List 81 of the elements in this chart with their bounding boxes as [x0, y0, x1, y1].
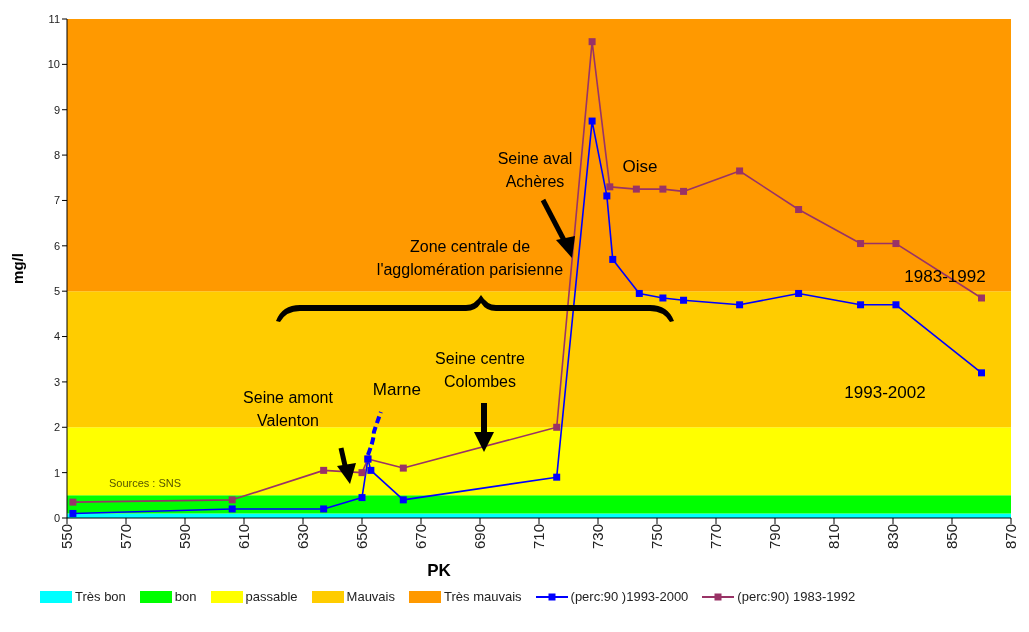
x-axis-title: PK: [427, 561, 452, 580]
annotation: Seine amont Valenton: [243, 389, 334, 430]
legend-label: Mauvais: [346, 589, 395, 604]
y-tick-label: 10: [47, 58, 60, 71]
y-tick-label: 1: [53, 466, 60, 479]
x-tick-label: 750: [647, 524, 665, 550]
point: [367, 466, 375, 474]
x-tick-label: 830: [883, 524, 901, 550]
legend-label: passable: [245, 589, 298, 604]
x-tick-label: 610: [234, 524, 252, 550]
y-tick-label: 9: [53, 103, 60, 116]
legend-label: (perc:90) 1983-1992: [737, 589, 856, 604]
point: [635, 289, 643, 297]
point: [736, 167, 744, 175]
annotation: Zone centrale de l'agglomération parisienne: [376, 238, 564, 279]
annotation: 1983-1992: [904, 267, 986, 287]
point: [69, 509, 77, 517]
x-tick-label: 630: [293, 524, 311, 550]
y-tick-label: 0: [53, 511, 60, 524]
point: [399, 464, 407, 472]
point: [358, 494, 366, 502]
point: [857, 301, 865, 309]
point: [857, 240, 865, 248]
annotation: Seine centre Colombes: [435, 350, 526, 391]
x-tick-label: 790: [765, 524, 783, 550]
legend-label: (perc:90 )1993-2000: [570, 589, 689, 604]
point: [736, 301, 744, 309]
point: [795, 289, 803, 297]
annotation: Oise: [622, 157, 658, 177]
y-tick-label: 11: [48, 12, 60, 25]
legend-label: bon: [174, 589, 197, 604]
y-tick-label: 5: [53, 285, 60, 298]
x-tick-label: 590: [175, 524, 193, 550]
point: [228, 505, 236, 513]
legend-label: Très bon: [75, 589, 126, 604]
x-tick-label: 550: [57, 524, 75, 550]
x-tick-label: 670: [411, 524, 429, 550]
point: [553, 473, 561, 481]
annotation: Marne: [372, 379, 421, 399]
point: [69, 498, 77, 506]
point: [680, 187, 688, 195]
x-tick-label: 710: [529, 524, 547, 550]
y-tick-label: 2: [53, 421, 60, 434]
point: [320, 466, 328, 474]
point: [606, 183, 614, 191]
point: [399, 496, 407, 504]
x-tick-label: 730: [588, 524, 606, 550]
x-tick-label: 770: [706, 524, 724, 550]
x-tick-label: 850: [942, 524, 960, 550]
point: [680, 296, 688, 304]
y-tick-label: 4: [53, 330, 60, 343]
point: [632, 185, 640, 193]
y-axis-title: mg/l: [9, 253, 27, 284]
point: [588, 117, 596, 125]
x-tick-label: 690: [470, 524, 488, 550]
point: [659, 294, 667, 302]
point: [892, 240, 900, 248]
x-tick-label: 810: [824, 524, 842, 550]
annotation: Sources : SNS: [108, 476, 182, 489]
x-tick-label: 570: [116, 524, 134, 550]
y-tick-label: 7: [53, 194, 60, 207]
annotation: 1993-2002: [844, 383, 926, 403]
point: [553, 423, 561, 431]
point: [892, 301, 900, 309]
x-tick-label: 870: [1001, 524, 1019, 550]
legend-label: Très mauvais: [444, 589, 522, 604]
y-tick-label: 6: [53, 239, 60, 252]
point: [228, 496, 236, 504]
point: [795, 206, 803, 214]
point: [603, 192, 611, 200]
point: [588, 38, 596, 46]
y-tick-label: 8: [53, 149, 60, 161]
annotation: Seine aval Achères: [497, 150, 573, 191]
point: [978, 369, 985, 377]
point: [659, 185, 667, 193]
y-tick-label: 3: [53, 375, 60, 388]
point: [320, 505, 328, 513]
point: [978, 294, 985, 302]
point: [609, 255, 617, 263]
point: [358, 469, 366, 477]
x-tick-label: 650: [352, 524, 370, 550]
